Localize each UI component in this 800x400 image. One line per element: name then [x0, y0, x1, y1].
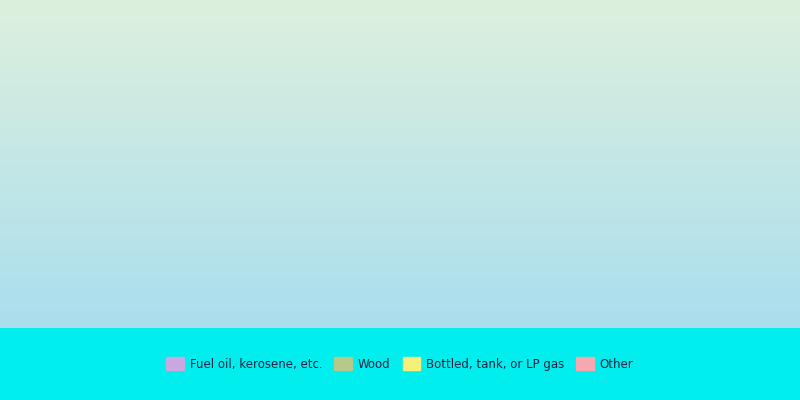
Text: City-Data.com: City-Data.com — [570, 4, 645, 14]
Legend: Fuel oil, kerosene, etc., Wood, Bottled, tank, or LP gas, Other: Fuel oil, kerosene, etc., Wood, Bottled,… — [162, 353, 638, 375]
Wedge shape — [442, 72, 543, 176]
Text: Most commonly used house heating fuel in houses and condos in Warren, NH: Most commonly used house heating fuel in… — [69, 4, 731, 18]
Wedge shape — [222, 53, 481, 230]
Wedge shape — [491, 203, 578, 230]
Wedge shape — [474, 126, 575, 216]
